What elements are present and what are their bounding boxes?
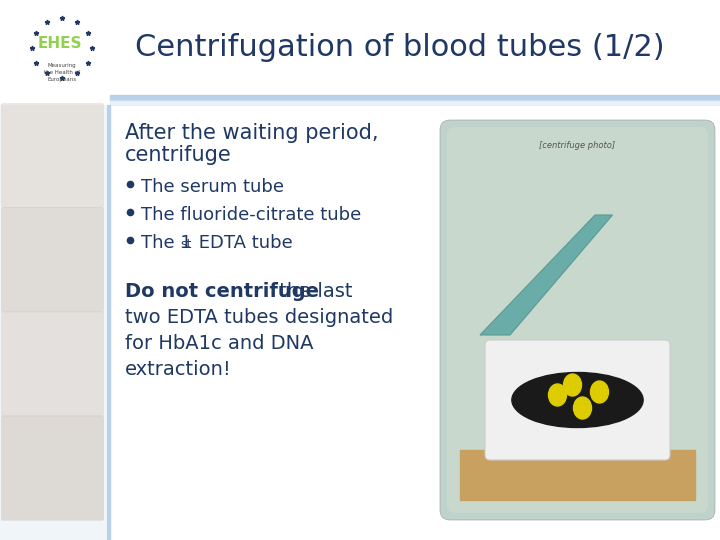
Bar [460, 450, 695, 500]
Ellipse shape [574, 397, 592, 419]
Text: two EDTA tubes designated: two EDTA tubes designated [125, 308, 393, 327]
Text: The 1: The 1 [141, 234, 192, 252]
FancyBboxPatch shape [1, 103, 104, 208]
Text: The serum tube: The serum tube [141, 178, 284, 196]
Text: extraction!: extraction! [125, 360, 232, 379]
Text: Do not centrifuge: Do not centrifuge [125, 282, 319, 301]
FancyBboxPatch shape [440, 120, 715, 520]
Text: the last: the last [273, 282, 353, 301]
Ellipse shape [564, 374, 582, 396]
FancyBboxPatch shape [1, 207, 104, 312]
FancyBboxPatch shape [485, 340, 670, 460]
Text: st: st [180, 238, 192, 251]
Bar [110, 95, 720, 100]
Text: EHES: EHES [37, 36, 82, 51]
Bar [0, 105, 105, 540]
FancyBboxPatch shape [447, 127, 708, 513]
Text: After the waiting period,: After the waiting period, [125, 123, 379, 143]
Bar [107, 105, 110, 540]
Ellipse shape [512, 373, 643, 428]
Bar [110, 100, 720, 105]
Text: centrifuge: centrifuge [125, 145, 232, 165]
Text: [centrifuge photo]: [centrifuge photo] [539, 140, 616, 150]
Text: The fluoride-citrate tube: The fluoride-citrate tube [141, 206, 361, 224]
Text: Measuring
the Health of
Europeans: Measuring the Health of Europeans [44, 64, 80, 82]
Ellipse shape [590, 381, 608, 403]
Polygon shape [480, 215, 613, 335]
Bar [0, 0, 720, 95]
Text: EDTA tube: EDTA tube [193, 234, 293, 252]
FancyBboxPatch shape [1, 312, 104, 416]
FancyBboxPatch shape [1, 415, 104, 521]
Text: for HbA1c and DNA: for HbA1c and DNA [125, 334, 313, 353]
Ellipse shape [549, 384, 567, 406]
Text: Centrifugation of blood tubes (1/2): Centrifugation of blood tubes (1/2) [135, 33, 665, 62]
